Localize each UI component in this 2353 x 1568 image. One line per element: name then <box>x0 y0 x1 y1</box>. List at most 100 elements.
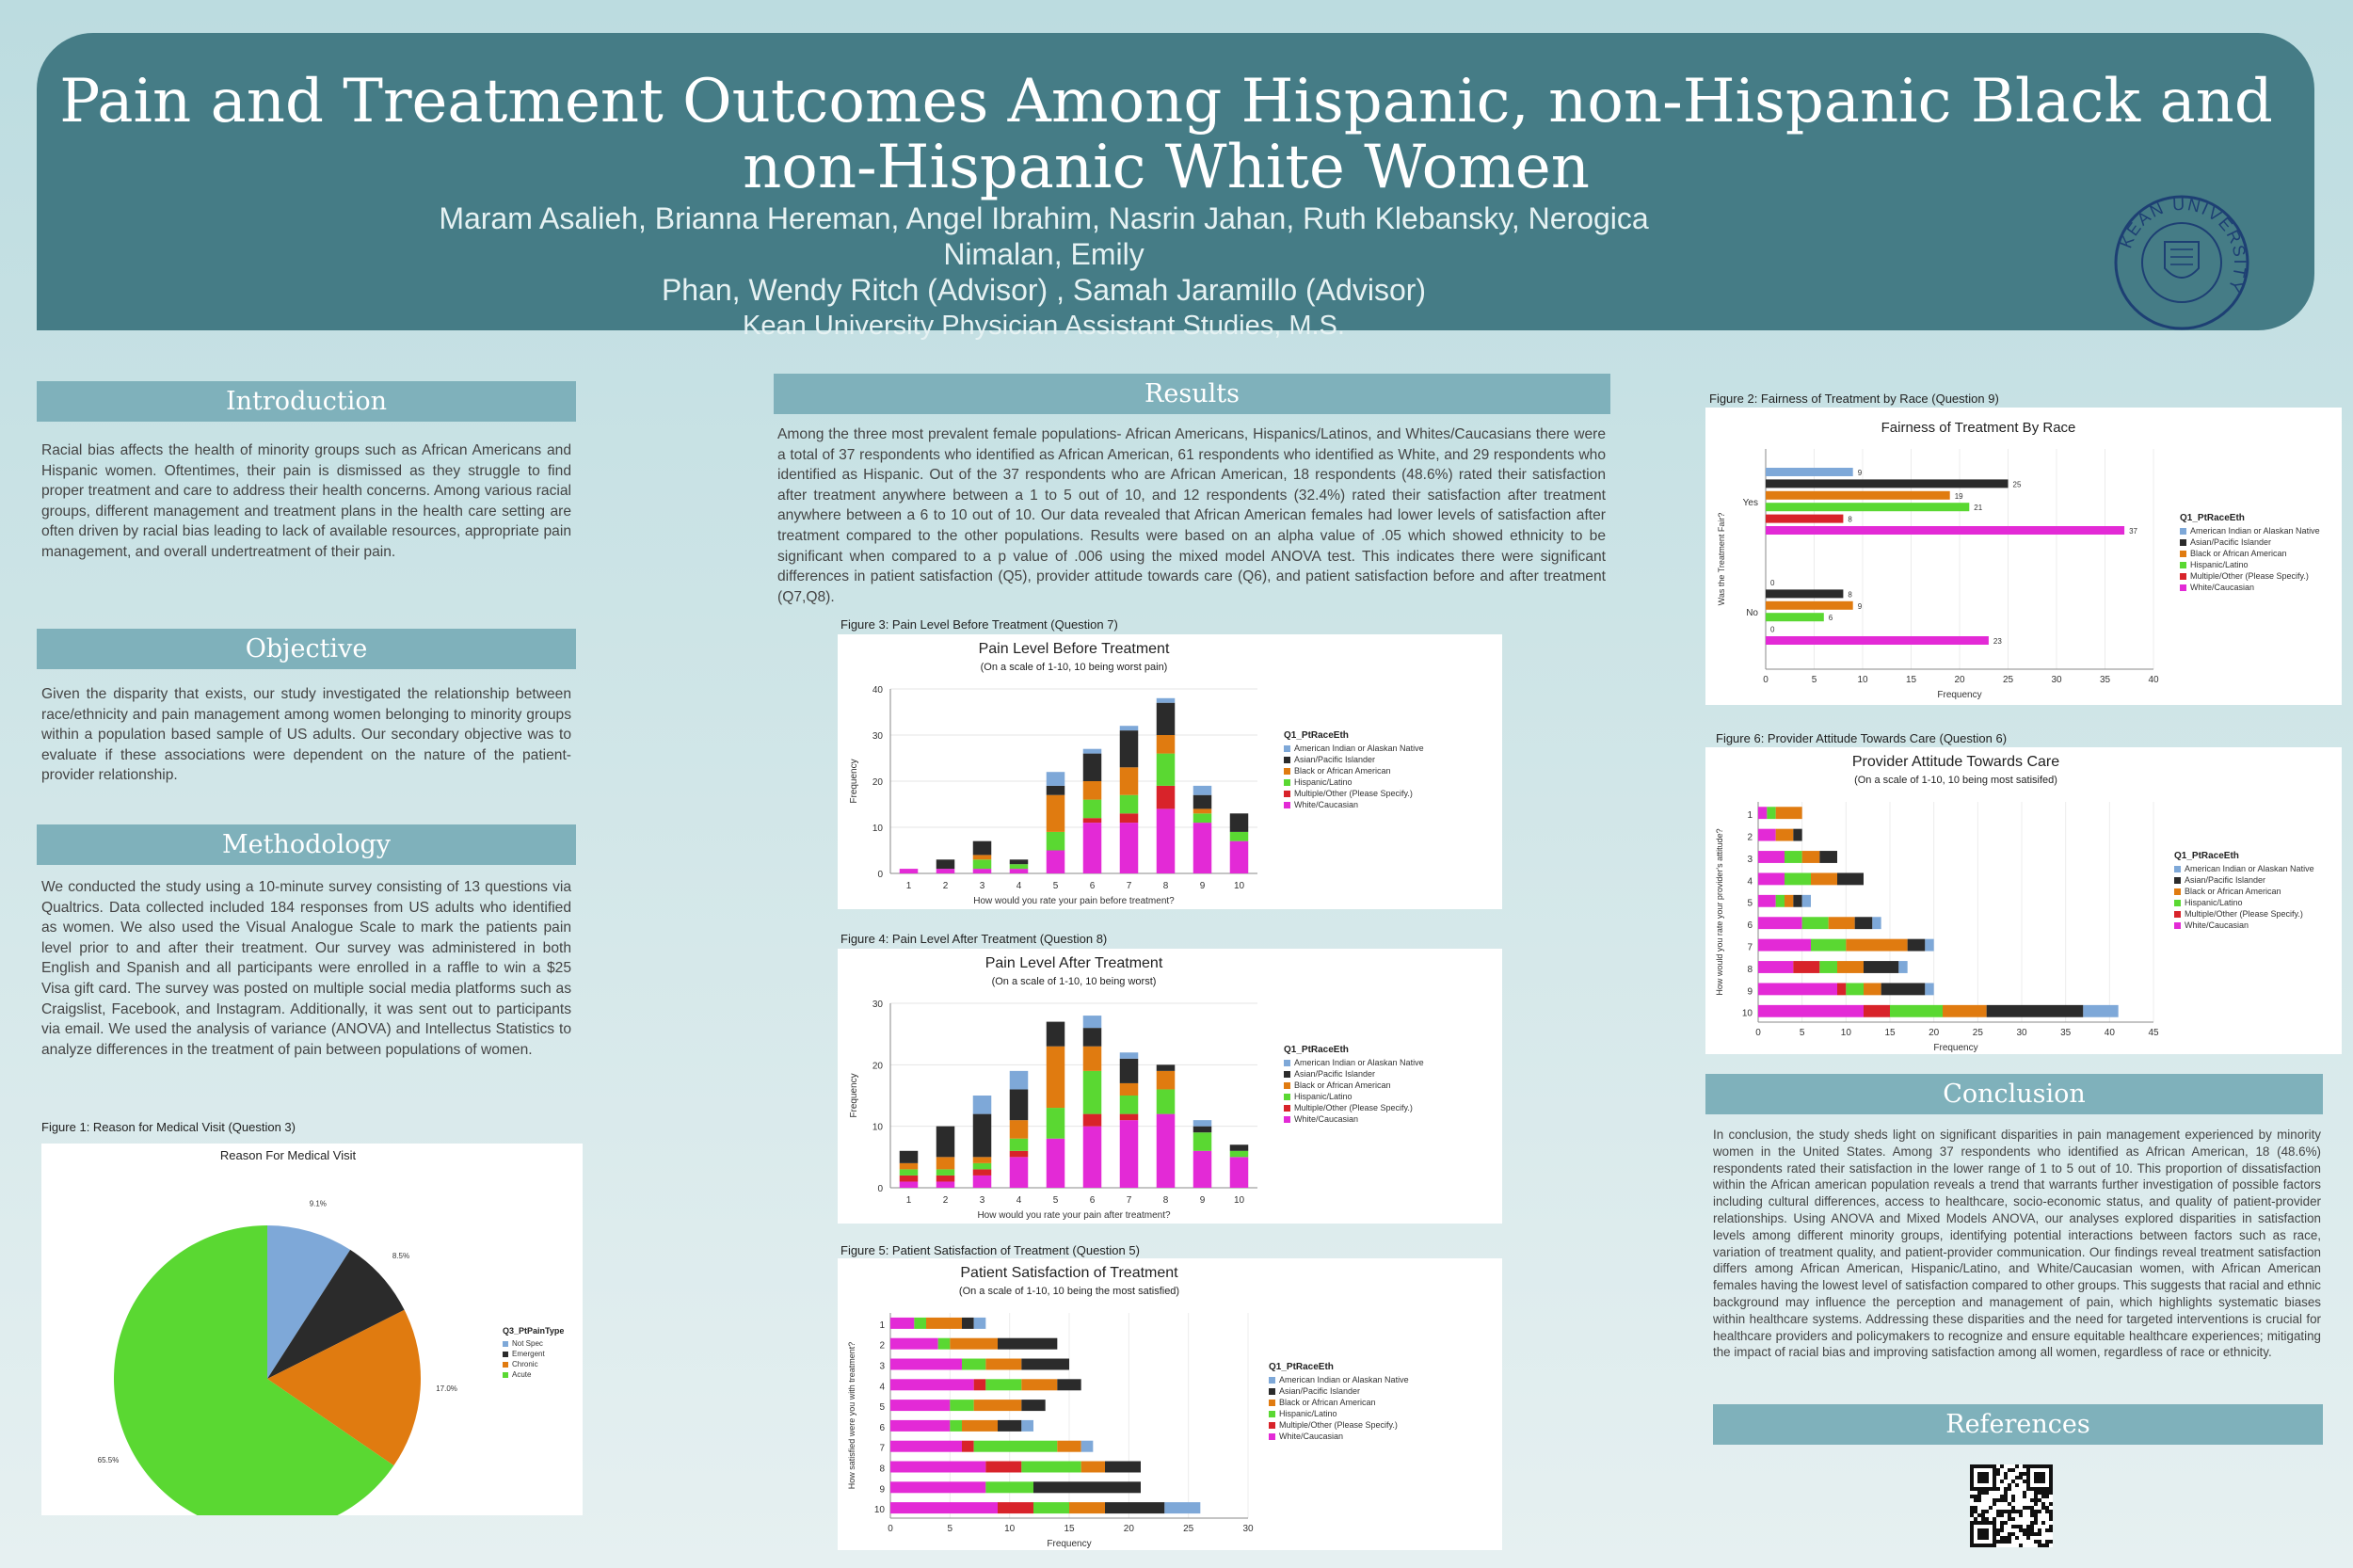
legend-swatch-white-caucasian <box>2174 922 2181 929</box>
x-tick-label: 4 <box>1016 881 1022 891</box>
qr-module <box>2004 1491 2008 1495</box>
legend-label-hispanic-latino: Hispanic/Latino <box>1294 1092 1353 1101</box>
bar-4-white-caucasian <box>1758 872 1785 886</box>
bar-10-multiple-other-please-specify <box>1864 1004 1890 1017</box>
x-tick-label: 40 <box>2148 675 2159 685</box>
bar-7-multiple-other-please-specify <box>962 1440 974 1452</box>
qr-module <box>2011 1480 2015 1483</box>
qr-module <box>1981 1513 1985 1517</box>
x-tick-label: 30 <box>2016 1028 2027 1038</box>
legend-swatch-american-indian-or-alaskan-native <box>1269 1377 1275 1384</box>
bar-7-asian-pacific-islander <box>1907 938 1926 952</box>
bar-5-american-indian-or-alaskan-native <box>1046 772 1065 786</box>
bar-6-black-or-african-american <box>1828 917 1855 930</box>
bar-10-white-caucasian <box>1758 1004 1864 1017</box>
y-tick-label: 7 <box>1747 943 1753 953</box>
bar-label-yes-black-or-african-american: 19 <box>1955 492 1963 501</box>
legend-label-multiple-other-please-specify: Multiple/Other (Please Specify.) <box>1279 1420 1398 1430</box>
provider-attitude-chart: Provider Attitude Towards Care (On a scal… <box>1715 754 2314 1053</box>
y-tick-label: 9 <box>879 1484 885 1495</box>
x-tick-label: 7 <box>1127 1195 1132 1206</box>
bar-9-asian-pacific-islander <box>1193 1126 1212 1133</box>
qr-module <box>1996 1540 2000 1544</box>
qr-module <box>2049 1513 2053 1517</box>
figure-1-label: Figure 1: Reason for Medical Visit (Ques… <box>41 1120 296 1134</box>
x-tick-label: 7 <box>1127 881 1132 891</box>
figure-5-label: Figure 5: Patient Satisfaction of Treatm… <box>840 1243 1140 1257</box>
qr-module <box>2049 1510 2053 1513</box>
chart-subtitle: (On a scale of 1-10, 10 being worst) <box>992 976 1157 987</box>
bar-6-multiple-other-please-specify <box>1082 1113 1102 1127</box>
qr-module <box>2011 1532 2015 1536</box>
qr-module <box>1985 1517 1989 1521</box>
y-tick-label: 8 <box>1747 965 1753 975</box>
qr-module <box>2000 1528 2004 1532</box>
qr-module <box>2000 1540 2004 1544</box>
bar-2-black-or-african-american <box>1775 828 1794 841</box>
bar-10-hispanic-latino <box>1890 1004 1943 1017</box>
qr-module <box>2038 1528 2041 1532</box>
qr-module <box>1977 1495 1981 1498</box>
qr-module <box>2019 1513 2023 1517</box>
qr-module <box>2023 1472 2026 1476</box>
reason-for-visit-pie-chart: Reason For Medical Visit 9.1% 8.5% 17.0% 65.… <box>98 1148 564 1532</box>
bar-7-multiple-other-please-specify <box>1119 813 1139 824</box>
qr-module <box>2019 1544 2023 1547</box>
y-tick-label: 3 <box>879 1361 885 1371</box>
qr-module <box>2038 1510 2041 1513</box>
x-tick-label: 0 <box>888 1524 893 1534</box>
chart-subtitle: (On a scale of 1-10, 10 being worst pain… <box>981 662 1168 673</box>
bar-7-black-or-african-american <box>1119 1082 1139 1096</box>
x-axis-label: How would you rate your pain after treat… <box>977 1210 1171 1221</box>
qr-code-icon[interactable] <box>1970 1464 2053 1547</box>
legend-label-black-or-african-american: Black or African American <box>2190 549 2287 558</box>
y-tick-label: 2 <box>1747 833 1753 843</box>
qr-module <box>2015 1464 2019 1468</box>
qr-module <box>2008 1532 2011 1536</box>
bar-9-multiple-other-please-specify <box>1837 983 1847 996</box>
bar-8-asian-pacific-islander <box>1105 1461 1141 1473</box>
qr-module <box>2030 1513 2034 1517</box>
legend-swatch-asian-pacific-islander <box>1284 1071 1290 1078</box>
x-axis-label: Frequency <box>1047 1539 1091 1549</box>
bar-3-white-caucasian <box>972 869 992 873</box>
qr-module <box>1974 1517 1977 1521</box>
qr-module <box>2026 1536 2030 1540</box>
bar-yes-hispanic-latino <box>1766 503 1970 512</box>
bar-8-asian-pacific-islander <box>1156 1064 1176 1071</box>
bar-6-black-or-african-american <box>1082 1046 1102 1071</box>
y-tick-label: 10 <box>874 1505 886 1515</box>
objective-text: Given the disparity that exists, our stu… <box>41 686 571 784</box>
qr-module <box>2011 1498 2015 1502</box>
bar-1-hispanic-latino <box>1767 807 1776 820</box>
qr-module <box>2008 1540 2011 1544</box>
qr-module <box>2049 1502 2053 1506</box>
y-axis-label: How would you rate your provider's attit… <box>1715 828 1724 995</box>
methodology-heading: Methodology <box>37 824 576 865</box>
bar-10-hispanic-latino <box>1033 1502 1069 1514</box>
qr-module <box>2030 1521 2034 1525</box>
bar-9-black-or-african-american <box>1864 983 1881 996</box>
qr-module <box>2004 1536 2008 1540</box>
bar-9-black-or-african-american <box>1193 808 1212 814</box>
bar-2-white-caucasian <box>936 869 955 873</box>
pie-slice-acute <box>113 1225 394 1532</box>
bar-5-hispanic-latino <box>1046 831 1065 851</box>
qr-module <box>1989 1506 1993 1510</box>
bar-1-black-or-african-american <box>926 1317 962 1329</box>
bar-7-white-caucasian <box>1758 938 1811 952</box>
bar-label-yes-white-caucasian: 37 <box>2129 527 2137 536</box>
bar-7-multiple-other-please-specify <box>1119 1113 1139 1121</box>
qr-module <box>2004 1487 2008 1491</box>
qr-module <box>2004 1521 2008 1525</box>
x-tick-label: 15 <box>1884 1028 1896 1038</box>
legend-swatch-asian-pacific-islander <box>2174 877 2181 884</box>
qr-module <box>2011 1510 2015 1513</box>
bar-4-asian-pacific-islander <box>1009 1089 1029 1121</box>
bar-2-asian-pacific-islander <box>936 859 955 870</box>
x-tick-label: 2 <box>943 1195 949 1206</box>
qr-module <box>2004 1476 2008 1480</box>
qr-module <box>1981 1517 1985 1521</box>
bar-10-white-caucasian <box>1229 1157 1249 1188</box>
qr-module <box>2023 1528 2026 1532</box>
